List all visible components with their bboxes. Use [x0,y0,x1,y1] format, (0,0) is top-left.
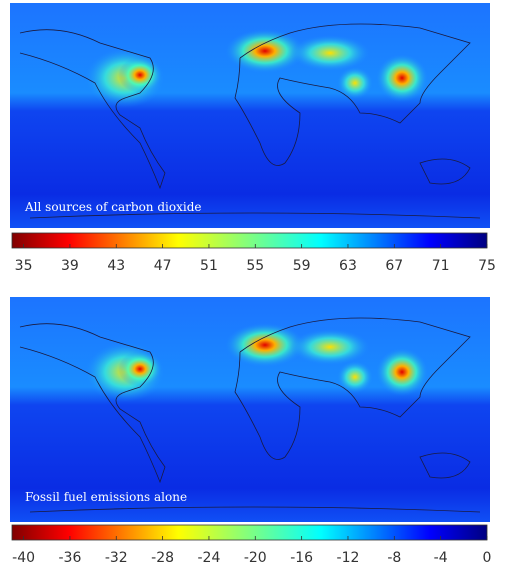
colorbar-tick-label: -20 [244,550,267,566]
colorbar-tick-label: 51 [200,258,218,274]
panel-label: Fossil fuel emissions alone [25,490,187,504]
colorbar: 35 39 43 47 51 55 59 63 67 71 75 [11,232,496,274]
colorbar-tick-label: -32 [105,550,128,566]
colorbar-tick-label: 47 [154,258,172,274]
colorbar-tick-label: -28 [151,550,174,566]
colorbar-tick-label: -36 [58,550,81,566]
map [9,2,491,229]
colorbar-tick-label: 75 [478,258,496,274]
colorbar-tick-label: -8 [387,550,401,566]
map [9,296,491,523]
colorbar-tick-label: -24 [198,550,221,566]
map-panel: All sources of carbon dioxide [9,2,491,229]
colorbar-scale [11,524,488,541]
colorbar-tick-label: 39 [61,258,79,274]
colorbar-tick-label: 0 [483,550,492,566]
colorbar-scale [11,232,488,249]
colorbar-tick-label: 55 [246,258,264,274]
colorbar-tick-label: 59 [293,258,311,274]
colorbar-tick-label: -16 [290,550,313,566]
colorbar-tick-label: 71 [432,258,450,274]
colorbar-tick-label: 35 [15,258,33,274]
colorbar-tick-label: -4 [434,550,448,566]
colorbar-tick-label: 63 [339,258,357,274]
colorbar-tick-label: 43 [107,258,125,274]
colorbar-tick-label: -12 [337,550,360,566]
map-panel: Fossil fuel emissions alone [9,296,491,523]
colorbar-tick-label: -40 [12,550,35,566]
panel-label: All sources of carbon dioxide [24,200,201,214]
colorbar: -40 -36 -32 -28 -24 -20 -16 -12 -8 -4 0 [11,524,492,566]
colorbar-tick-label: 67 [385,258,403,274]
